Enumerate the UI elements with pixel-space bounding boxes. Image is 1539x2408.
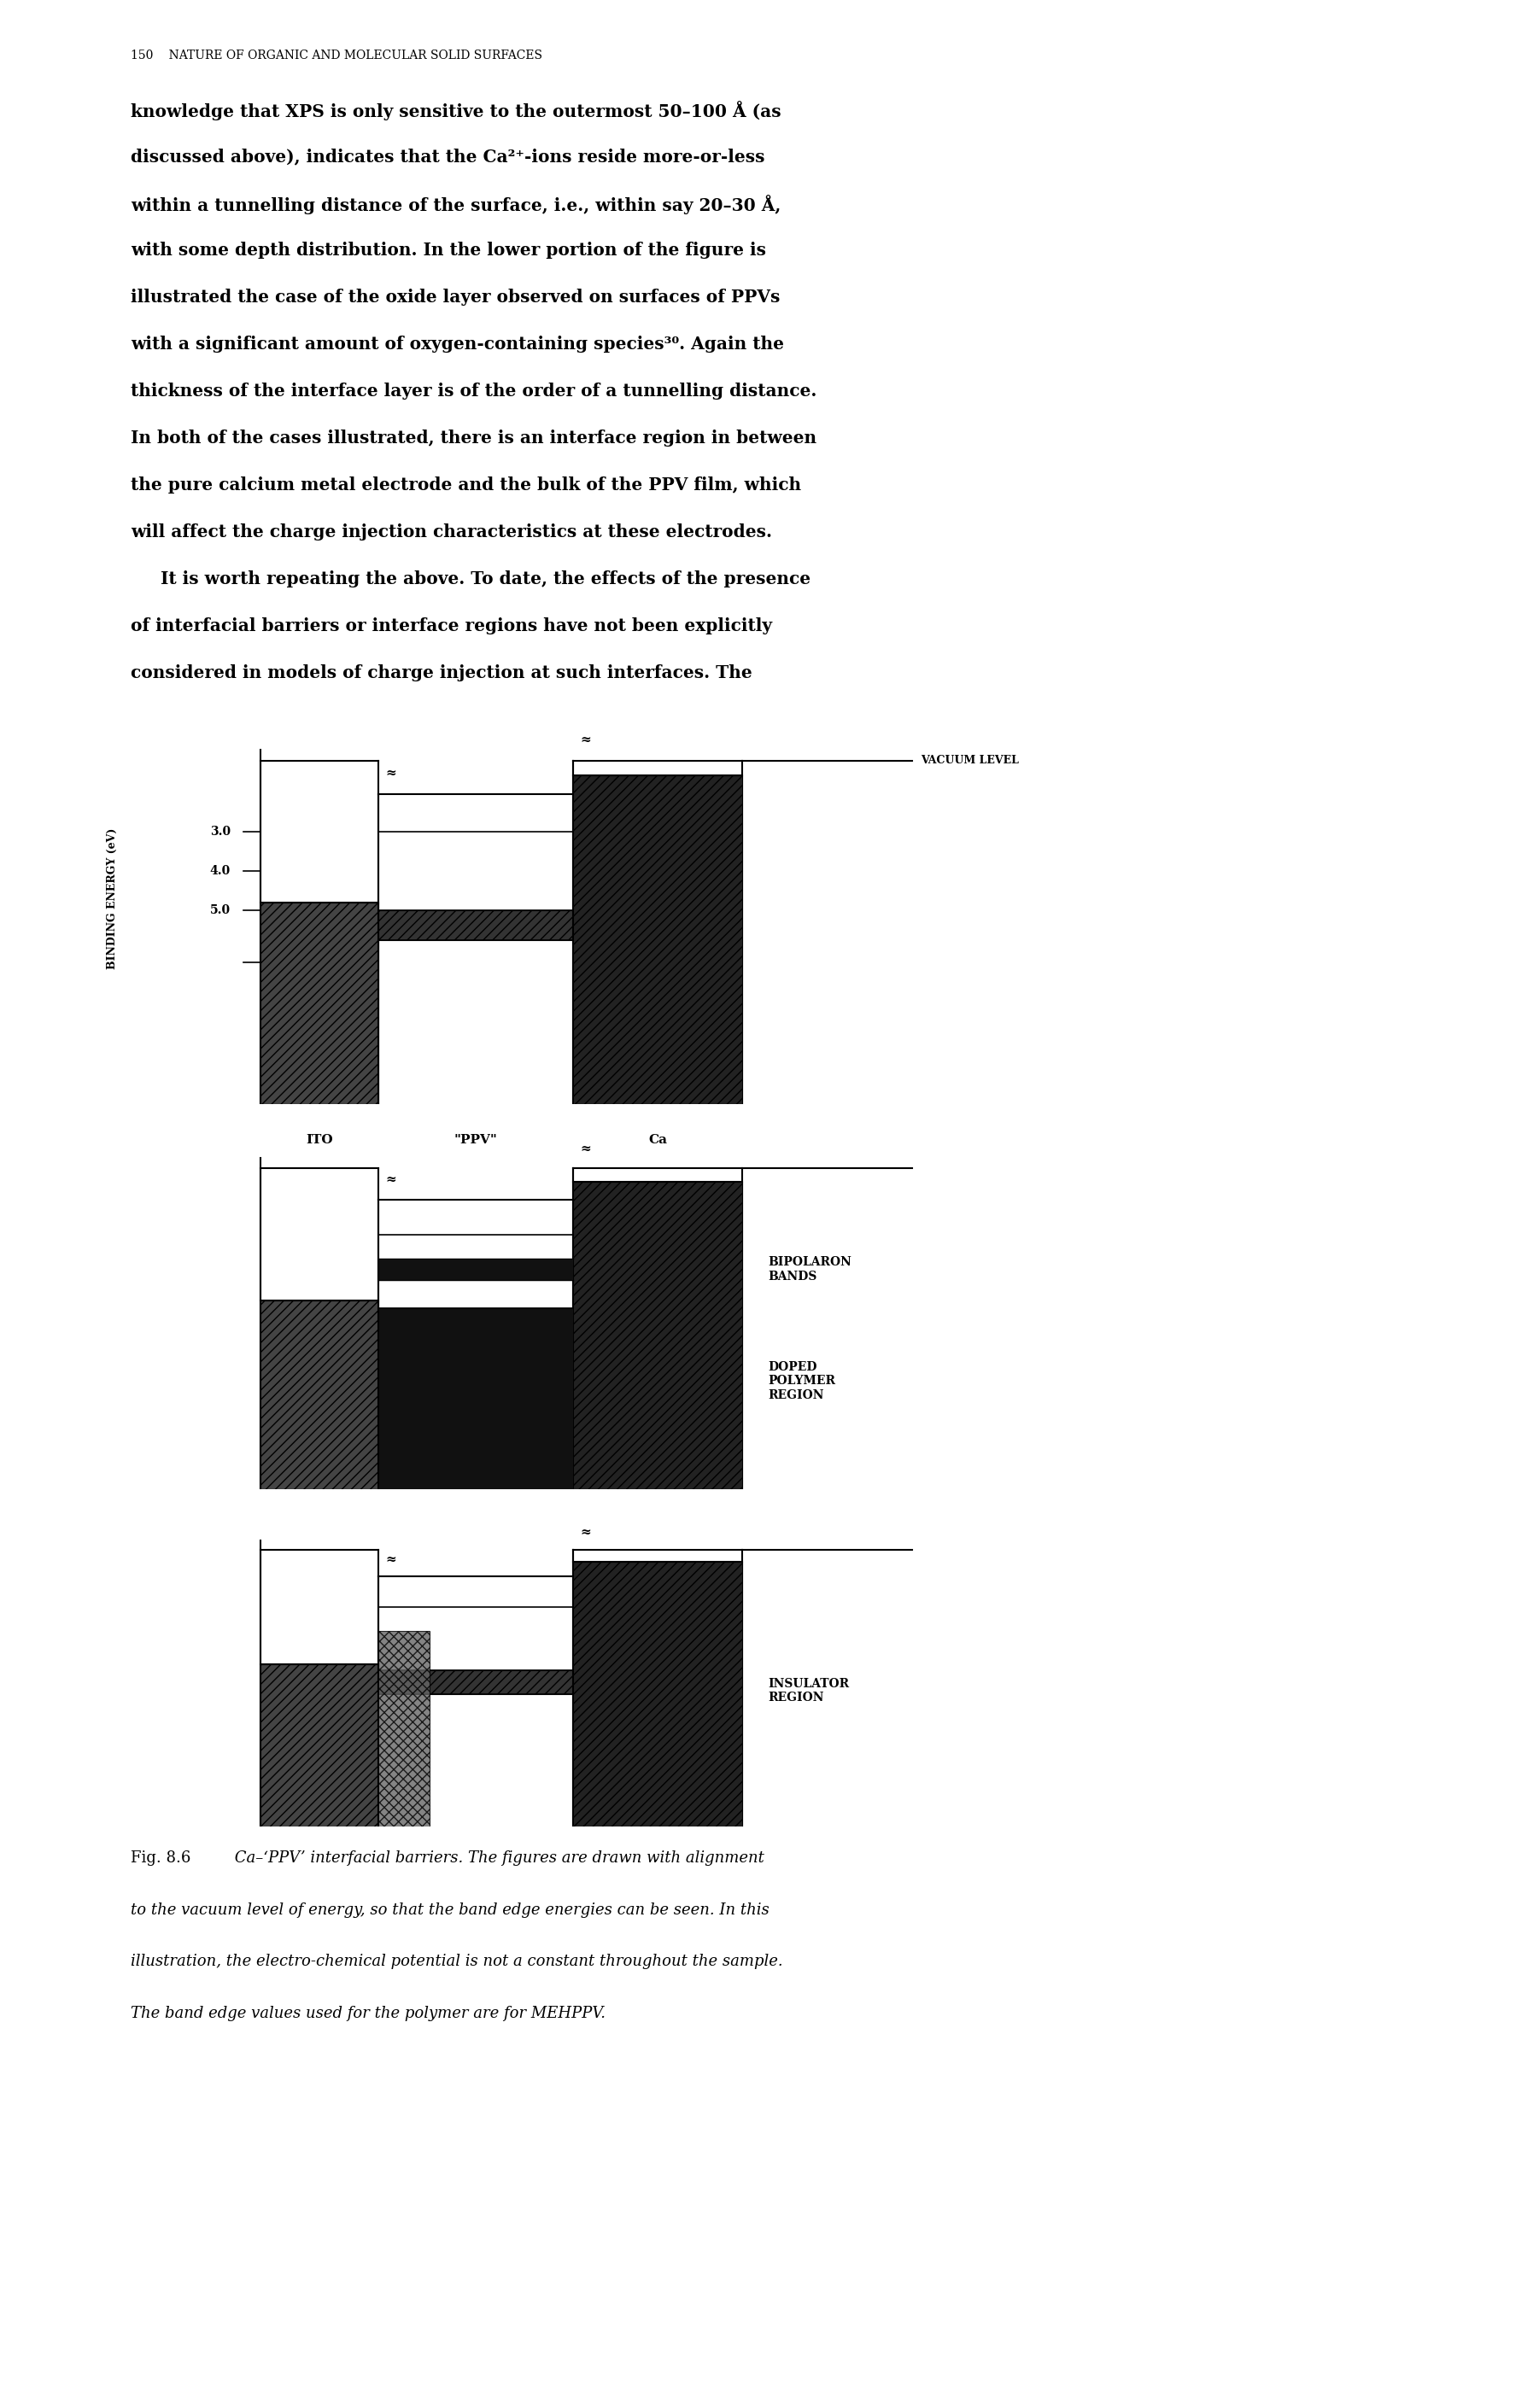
Text: discussed above), indicates that the Ca²⁺-ions reside more-or-less: discussed above), indicates that the Ca²… bbox=[131, 147, 765, 166]
Bar bbox=[379, 1671, 574, 1695]
Text: ≈: ≈ bbox=[386, 1175, 397, 1187]
Bar bbox=[379, 1308, 574, 1491]
Bar bbox=[379, 1308, 574, 1336]
Bar bbox=[260, 903, 379, 1103]
Bar bbox=[379, 1259, 574, 1281]
Text: illustrated the case of the oxide layer observed on surfaces of PPVs: illustrated the case of the oxide layer … bbox=[131, 289, 780, 306]
Text: to the vacuum level of energy, so that the band edge energies can be seen. In th: to the vacuum level of energy, so that t… bbox=[131, 1902, 770, 1917]
Text: ITO: ITO bbox=[306, 1134, 332, 1146]
Text: 150  NATURE OF ORGANIC AND MOLECULAR SOLID SURFACES: 150 NATURE OF ORGANIC AND MOLECULAR SOLI… bbox=[131, 51, 542, 60]
Text: ≈: ≈ bbox=[580, 1144, 591, 1156]
Bar bbox=[574, 1182, 743, 1491]
Text: It is worth repeating the above. To date, the effects of the presence: It is worth repeating the above. To date… bbox=[131, 571, 811, 588]
Text: INSULATOR
REGION: INSULATOR REGION bbox=[768, 1678, 850, 1705]
Text: In both of the cases illustrated, there is an interface region in between: In both of the cases illustrated, there … bbox=[131, 429, 817, 448]
Text: Fig. 8.6: Fig. 8.6 bbox=[131, 1852, 191, 1866]
Text: BIPOLARON
BANDS: BIPOLARON BANDS bbox=[768, 1257, 851, 1283]
Text: 4.0: 4.0 bbox=[209, 864, 231, 877]
Text: "PPV": "PPV" bbox=[454, 1134, 497, 1146]
Text: with a significant amount of oxygen-containing species³⁰. Again the: with a significant amount of oxygen-cont… bbox=[131, 335, 785, 354]
Text: Ca–‘PPV’ interfacial barriers. The figures are drawn with alignment: Ca–‘PPV’ interfacial barriers. The figur… bbox=[214, 1852, 765, 1866]
Text: Ca: Ca bbox=[648, 1134, 668, 1146]
Text: BINDING ENERGY (eV): BINDING ENERGY (eV) bbox=[106, 828, 117, 970]
Text: with some depth distribution. In the lower portion of the figure is: with some depth distribution. In the low… bbox=[131, 241, 766, 260]
Text: 5.0: 5.0 bbox=[209, 903, 231, 915]
Text: illustration, the electro-chemical potential is not a constant throughout the sa: illustration, the electro-chemical poten… bbox=[131, 1955, 783, 1970]
Text: knowledge that XPS is only sensitive to the outermost 50–100 Å (as: knowledge that XPS is only sensitive to … bbox=[131, 101, 782, 120]
Text: 3.0: 3.0 bbox=[209, 826, 231, 838]
Bar bbox=[260, 1300, 379, 1491]
Bar bbox=[574, 1563, 743, 1828]
Text: VACUUM LEVEL: VACUUM LEVEL bbox=[920, 756, 1019, 766]
Text: ≈: ≈ bbox=[580, 1527, 591, 1539]
Text: DOPED
POLYMER
REGION: DOPED POLYMER REGION bbox=[768, 1361, 836, 1401]
Text: within a tunnelling distance of the surface, i.e., within say 20–30 Å,: within a tunnelling distance of the surf… bbox=[131, 195, 782, 214]
Text: ≈: ≈ bbox=[386, 1553, 397, 1565]
Text: The band edge values used for the polymer are for MEHPPV.: The band edge values used for the polyme… bbox=[131, 2006, 606, 2020]
Text: thickness of the interface layer is of the order of a tunnelling distance.: thickness of the interface layer is of t… bbox=[131, 383, 817, 400]
Text: considered in models of charge injection at such interfaces. The: considered in models of charge injection… bbox=[131, 665, 753, 681]
Bar bbox=[379, 1630, 429, 1828]
Text: the pure calcium metal electrode and the bulk of the PPV film, which: the pure calcium metal electrode and the… bbox=[131, 477, 802, 494]
Text: ≈: ≈ bbox=[386, 768, 397, 780]
Text: ≈: ≈ bbox=[580, 734, 591, 746]
Bar bbox=[574, 775, 743, 1103]
Bar bbox=[379, 910, 574, 939]
Text: will affect the charge injection characteristics at these electrodes.: will affect the charge injection charact… bbox=[131, 523, 773, 542]
Bar bbox=[260, 1664, 379, 1828]
Text: of interfacial barriers or interface regions have not been explicitly: of interfacial barriers or interface reg… bbox=[131, 616, 773, 636]
